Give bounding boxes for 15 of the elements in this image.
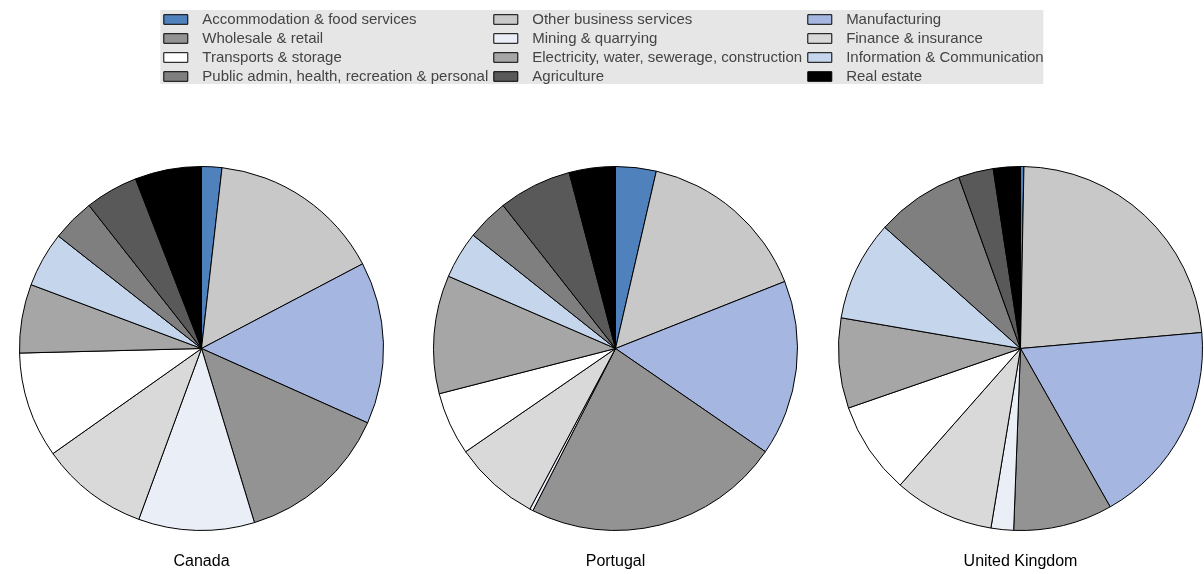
legend-label: Transports & storage	[202, 48, 342, 65]
legend-label: Accommodation & food services	[202, 10, 417, 27]
legend-label: Agriculture	[532, 67, 604, 84]
legend-label: Finance & insurance	[846, 29, 983, 46]
legend-label: Real estate	[846, 67, 923, 84]
legend-label: Information & Communication	[846, 48, 1044, 65]
legend-label: Other business services	[532, 10, 693, 27]
text: Canada	[173, 551, 230, 569]
text: Portugal	[585, 551, 646, 569]
legend-label: Electricity, water, sewerage, construction	[532, 48, 803, 65]
text: United Kingdom	[963, 551, 1078, 569]
legend-label: Manufacturing	[846, 10, 942, 27]
legend-label: Mining & quarrying	[532, 29, 658, 46]
legend-label: Wholesale & retail	[202, 29, 324, 46]
legend-label: Public admin, health, recreation & personal	[202, 67, 489, 84]
